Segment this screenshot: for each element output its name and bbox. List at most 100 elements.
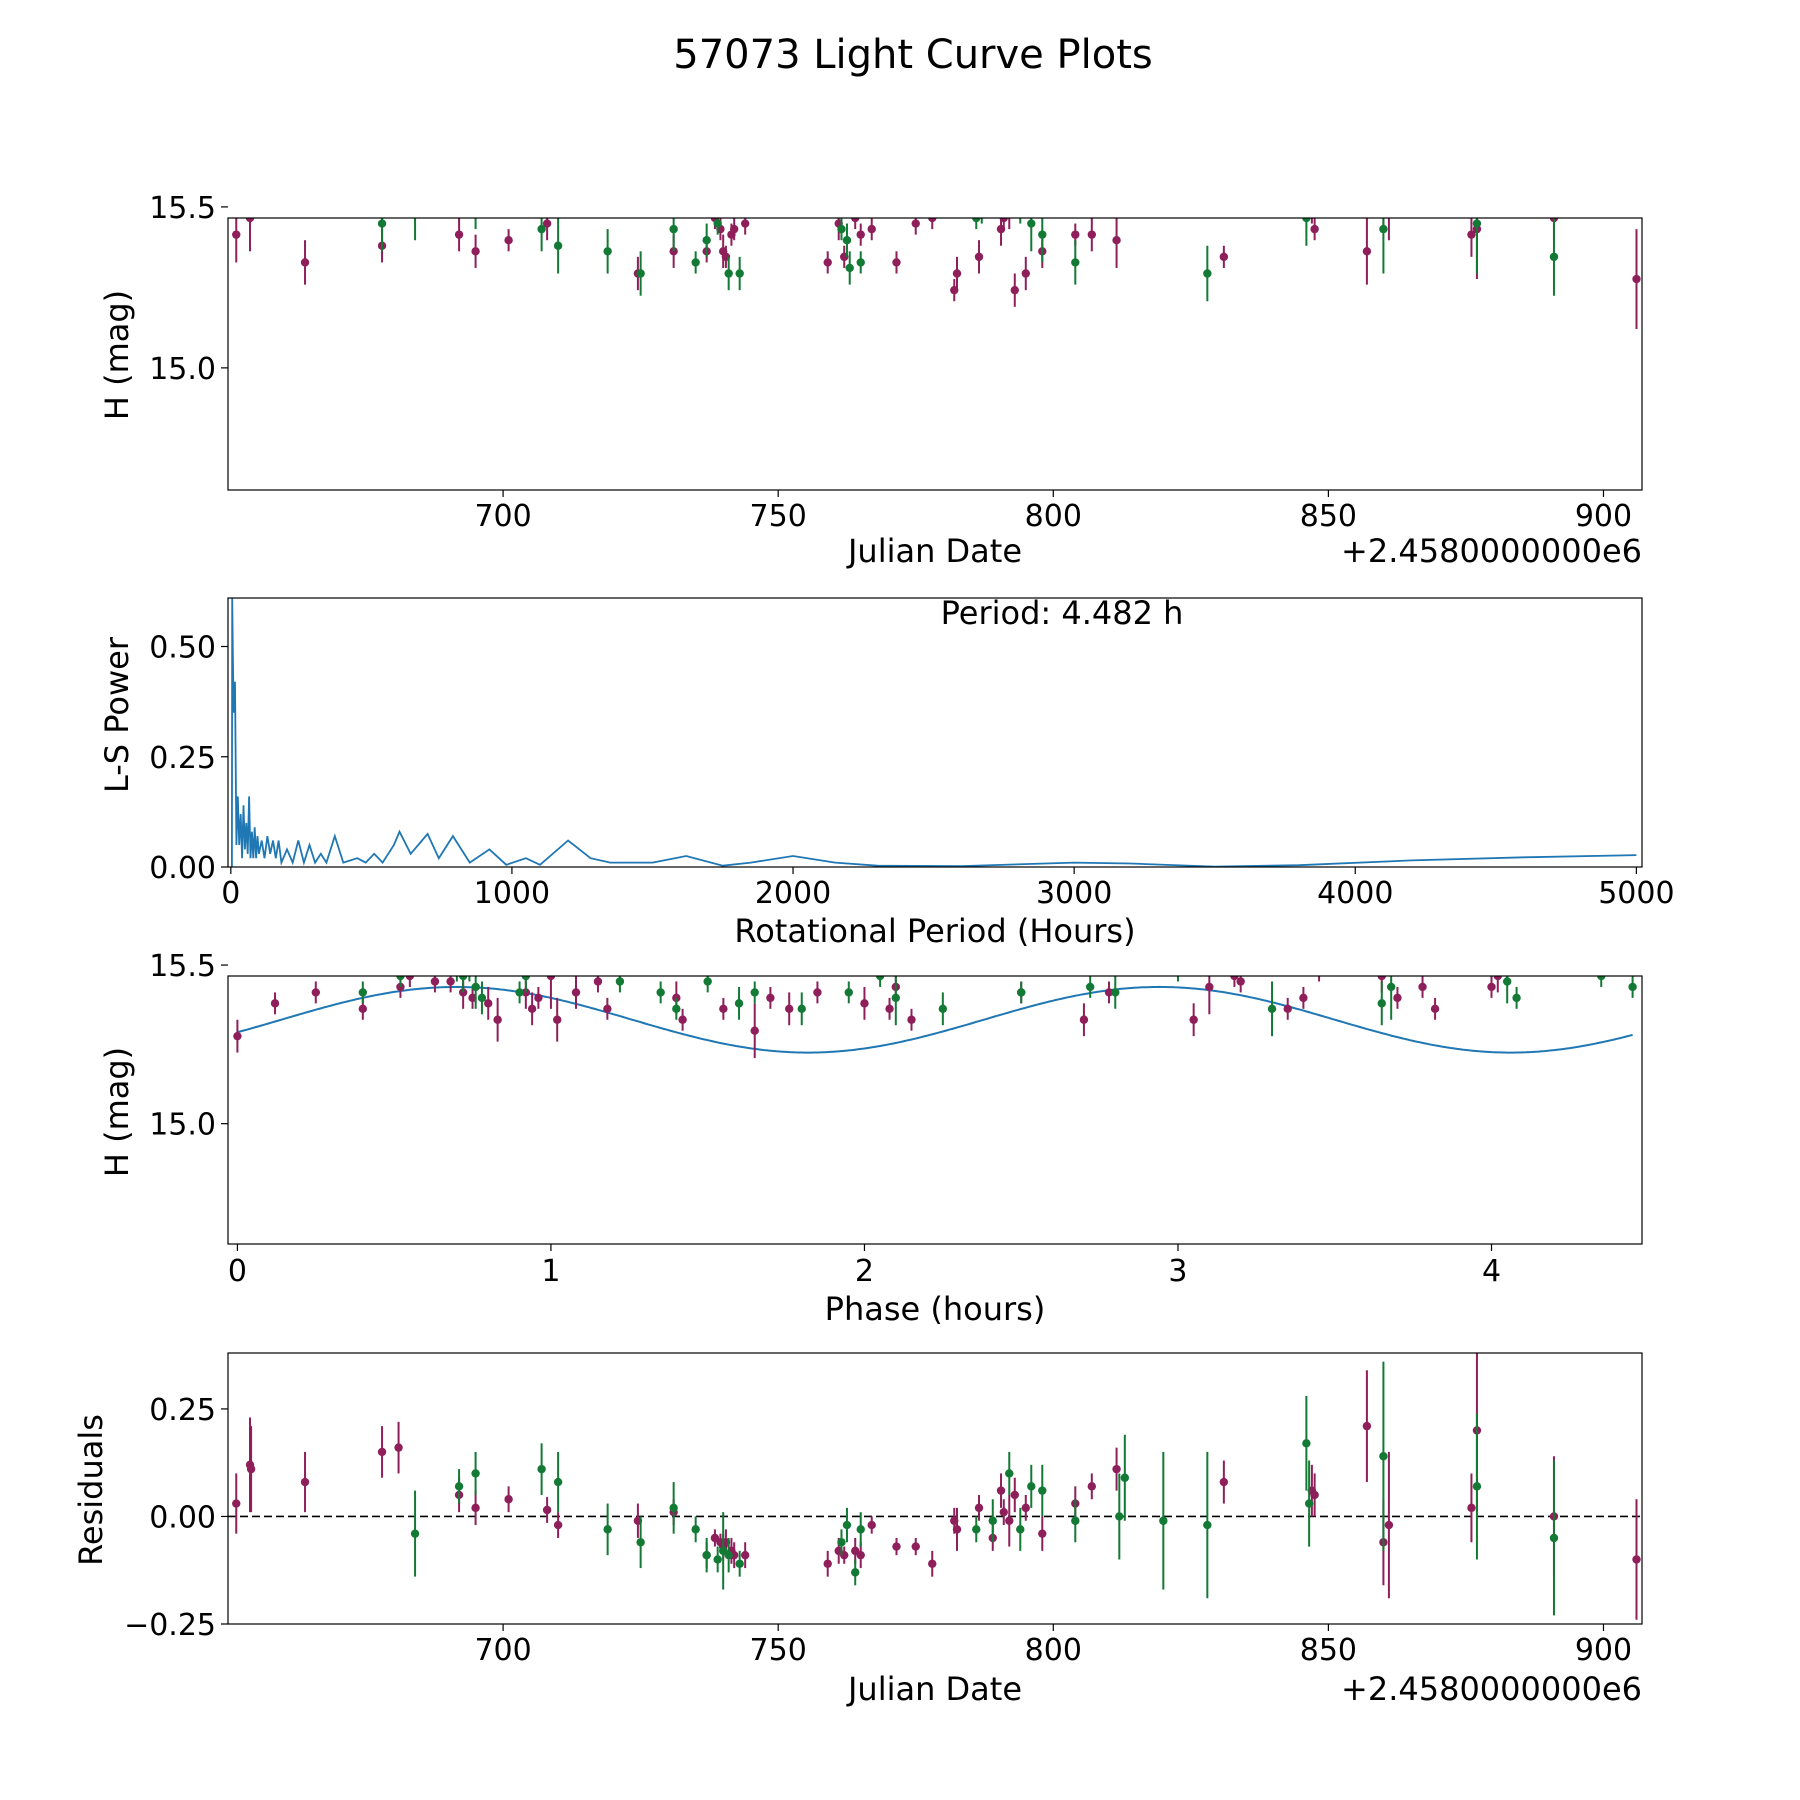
lightcurve-point-green — [1379, 224, 1388, 234]
phased-point-green — [1111, 988, 1120, 997]
residuals-point-green — [702, 1550, 711, 1560]
residuals-point-green — [537, 1464, 546, 1474]
lightcurve-point-green — [1121, 192, 1129, 200]
periodogram-xtick-label: 3000 — [1036, 876, 1112, 911]
residuals-point-green — [410, 1529, 420, 1538]
lightcurve-point-green — [411, 203, 419, 211]
phased-point-red — [1487, 982, 1496, 992]
lightcurve-point-red — [1467, 230, 1476, 239]
residuals-point-red — [553, 1520, 563, 1530]
phased-xlabel: Phase (hours) — [825, 1290, 1046, 1328]
phased-point-green — [750, 988, 759, 997]
residuals-xtick-label: 900 — [1575, 1633, 1632, 1668]
phased-point-green — [703, 977, 712, 986]
residuals-panel: 700 750 800 850 900 0.25 0.00 −0.25 — [124, 1352, 1643, 1668]
phased-point-red — [415, 961, 423, 969]
phased-point-red — [678, 1015, 687, 1024]
phased-point-red — [527, 1004, 537, 1014]
phased-point-green — [453, 961, 461, 969]
phased-point-green — [938, 1004, 948, 1014]
residuals-point-green — [1005, 1469, 1014, 1478]
lightcurve-point-red — [892, 258, 901, 267]
phased-point-green — [672, 1004, 681, 1014]
phased-point-red — [1189, 1015, 1198, 1024]
lightcurve-point-green — [1027, 219, 1036, 228]
lightcurve-point-green — [603, 247, 612, 256]
lightcurve-point-green — [972, 218, 981, 223]
lightcurve-point-green — [1159, 175, 1167, 183]
lightcurve-point-green — [471, 208, 479, 216]
lightcurve-point-green — [669, 224, 678, 234]
residuals-point-red — [999, 1507, 1008, 1517]
phased-point-green — [1267, 1004, 1277, 1014]
lightcurve-point-green — [1016, 203, 1024, 211]
phased-point-green — [615, 977, 625, 986]
lightcurve-point-green — [553, 241, 563, 250]
periodogram-ytick-label: 0.25 — [149, 741, 216, 776]
phased-point-red — [1393, 993, 1402, 1003]
phased-point-red — [907, 1015, 916, 1024]
phased-panel: 0 1 2 3 4 15.5 15.0 — [149, 949, 1643, 1289]
residuals-point-red — [1010, 1490, 1019, 1500]
residuals-point-red — [1112, 1464, 1121, 1474]
lightcurve-point-green — [735, 269, 744, 278]
residuals-point-green — [1027, 1482, 1036, 1491]
lightcurve-point-red — [1010, 285, 1019, 295]
lightcurve-xtick-label: 800 — [1025, 499, 1082, 534]
residuals-point-red — [1384, 1520, 1394, 1530]
phased-point-red — [405, 976, 415, 981]
lightcurve-point-red — [823, 258, 832, 267]
residuals-point-red — [952, 1525, 962, 1534]
lightcurve-ytick-label: 15.0 — [149, 352, 216, 387]
lightcurve-xtick-label: 750 — [750, 499, 807, 534]
lightcurve-point-green — [691, 258, 700, 267]
phased-point-red — [593, 977, 603, 986]
phased-point-red — [534, 993, 543, 1003]
lightcurve-point-green — [1203, 269, 1212, 278]
residuals-point-green — [1016, 1525, 1025, 1534]
periodogram-ytick-label: 0.00 — [149, 851, 216, 886]
residuals-point-green — [1159, 1516, 1168, 1525]
residuals-ylabel: Residuals — [72, 1414, 110, 1566]
lightcurve-point-green — [1549, 252, 1559, 262]
residuals-point-red — [232, 1499, 241, 1508]
lightcurve-point-red — [542, 219, 552, 228]
lightcurve-point-red — [454, 230, 464, 239]
lightcurve-point-green — [989, 203, 997, 211]
residuals-point-green — [691, 1525, 700, 1534]
lightcurve-point-green — [978, 203, 986, 211]
phased-point-green — [458, 976, 468, 981]
periodogram-xtick-label: 1000 — [474, 876, 550, 911]
lightcurve-point-red — [1310, 224, 1319, 234]
lightcurve-point-red — [1308, 208, 1316, 216]
periodogram-ytick-label: 0.50 — [149, 631, 216, 666]
phased-xtick-label: 4 — [1482, 1254, 1501, 1289]
phased-ylabel: H (mag) — [98, 1047, 136, 1177]
phased-point-red — [1079, 1015, 1089, 1024]
residuals-point-red — [1310, 1490, 1319, 1500]
phased-point-red — [1581, 950, 1589, 958]
phased-point-red — [553, 1015, 562, 1024]
phased-point-red — [785, 1004, 794, 1014]
phased-point-red — [1104, 988, 1114, 997]
lightcurve-panel: 700 750 800 850 900 15.5 15.0 — [149, 175, 1643, 534]
lightcurve-point-red — [1385, 180, 1393, 188]
residuals-point-red — [867, 1520, 876, 1530]
residuals-point-green — [553, 1477, 563, 1487]
residuals-point-green — [972, 1525, 981, 1534]
residuals-point-green — [1115, 1512, 1124, 1521]
residuals-point-red — [1087, 1482, 1097, 1491]
lightcurve-point-red — [504, 236, 513, 245]
residuals-point-red — [377, 1447, 387, 1457]
residuals-point-green — [837, 1538, 846, 1547]
lightcurve-point-red — [245, 218, 255, 223]
residuals-point-red — [823, 1559, 832, 1568]
residuals-point-red — [246, 1464, 256, 1474]
phased-point-green — [515, 988, 524, 997]
lightcurve-point-green — [636, 269, 645, 278]
phased-point-green — [656, 988, 665, 997]
phased-point-green — [734, 999, 744, 1008]
phased-point-green — [1502, 977, 1512, 986]
residuals-point-green — [1549, 1533, 1559, 1543]
phased-point-green — [875, 976, 885, 981]
